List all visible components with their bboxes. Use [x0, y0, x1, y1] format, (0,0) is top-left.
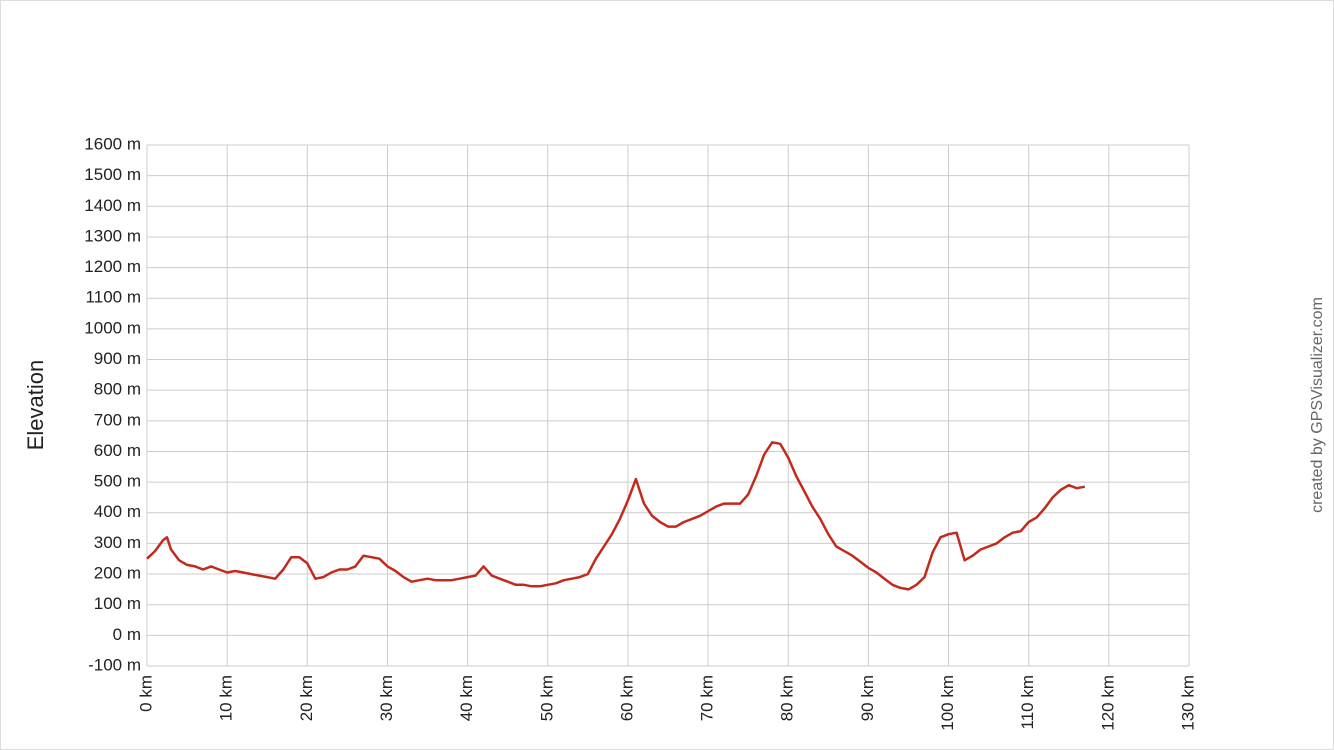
x-tick-label: 90 km [858, 675, 877, 721]
y-tick-label: 900 m [94, 349, 141, 368]
x-tick-label: 30 km [377, 675, 396, 721]
y-tick-label: 1200 m [84, 257, 141, 276]
credit: created by GPSVisualizer.com [1309, 297, 1326, 513]
y-tick-label: 800 m [94, 380, 141, 399]
y-tick-label: 1000 m [84, 318, 141, 337]
x-tick-label: 0 km [136, 675, 155, 712]
y-tick-label: 400 m [94, 502, 141, 521]
x-tick-label: 120 km [1098, 675, 1117, 731]
y-tick-label: 0 m [113, 625, 141, 644]
y-tick-label: 600 m [94, 441, 141, 460]
y-tick-label: 200 m [94, 564, 141, 583]
x-tick-label: 130 km [1178, 675, 1197, 731]
y-axis-label: Elevation [23, 360, 48, 451]
x-tick-label: 110 km [1018, 675, 1037, 730]
x-tick-label: 20 km [297, 675, 316, 721]
y-tick-label: 1100 m [86, 288, 141, 307]
y-tick-label: 300 m [94, 533, 141, 552]
y-tick-label: 1600 m [84, 134, 141, 153]
x-tick-label: 70 km [698, 675, 717, 721]
y-tick-label: -100 m [88, 655, 141, 674]
x-tick-label: 80 km [778, 675, 797, 721]
x-tick-label: 60 km [617, 675, 636, 721]
y-tick-label: 100 m [94, 594, 141, 613]
y-tick-label: 1400 m [84, 196, 141, 215]
y-tick-label: 1300 m [84, 226, 141, 245]
x-tick-label: 40 km [457, 675, 476, 721]
y-tick-label: 500 m [94, 472, 141, 491]
y-tick-label: 700 m [94, 410, 141, 429]
elevation-line [146, 441, 1086, 591]
y-tick-label: 1500 m [84, 165, 141, 184]
x-tick-label: 50 km [537, 675, 556, 721]
x-tick-label: 100 km [938, 675, 957, 731]
x-tick-label: 10 km [217, 675, 236, 721]
